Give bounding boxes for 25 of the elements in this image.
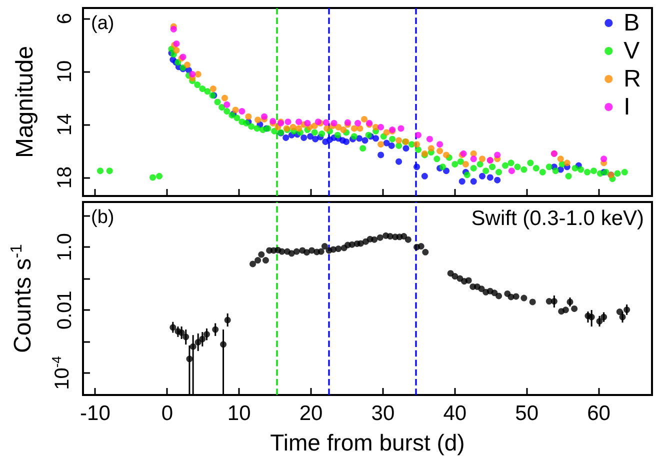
y-tick-label: 10-4 xyxy=(49,356,74,390)
y-axis-title: Magnitude xyxy=(12,46,38,158)
y-tick-label: 1.0 xyxy=(54,233,76,261)
x-tick-label: 60 xyxy=(587,402,610,425)
x-axis-title: Time from burst (d) xyxy=(270,430,465,456)
y-tick-label: 6 xyxy=(54,13,76,24)
y-tick-label: 0.01 xyxy=(54,290,76,330)
x-tick-label: -10 xyxy=(80,402,110,425)
x-tick-label: 10 xyxy=(227,402,251,425)
annotation: (a) xyxy=(91,13,114,34)
x-tick-label: 50 xyxy=(515,402,539,425)
x-tick-label: 40 xyxy=(443,402,467,425)
annotation: Swift (0.3-1.0 keV) xyxy=(471,207,644,230)
legend-label: B xyxy=(624,10,640,36)
legend-label: I xyxy=(624,94,630,120)
legend-label: R xyxy=(624,66,642,92)
x-tick-label: 20 xyxy=(299,402,323,425)
x-tick-label: 0 xyxy=(161,402,174,425)
x-tick-label: 30 xyxy=(371,402,395,425)
y-tick-label: 18 xyxy=(54,166,76,189)
y-tick-label: 10 xyxy=(54,60,76,83)
annotation: (b) xyxy=(91,207,114,228)
y-axis-title: Counts s-1 xyxy=(8,244,36,353)
legend-label: V xyxy=(624,38,640,64)
y-tick-label: 14 xyxy=(54,113,76,136)
